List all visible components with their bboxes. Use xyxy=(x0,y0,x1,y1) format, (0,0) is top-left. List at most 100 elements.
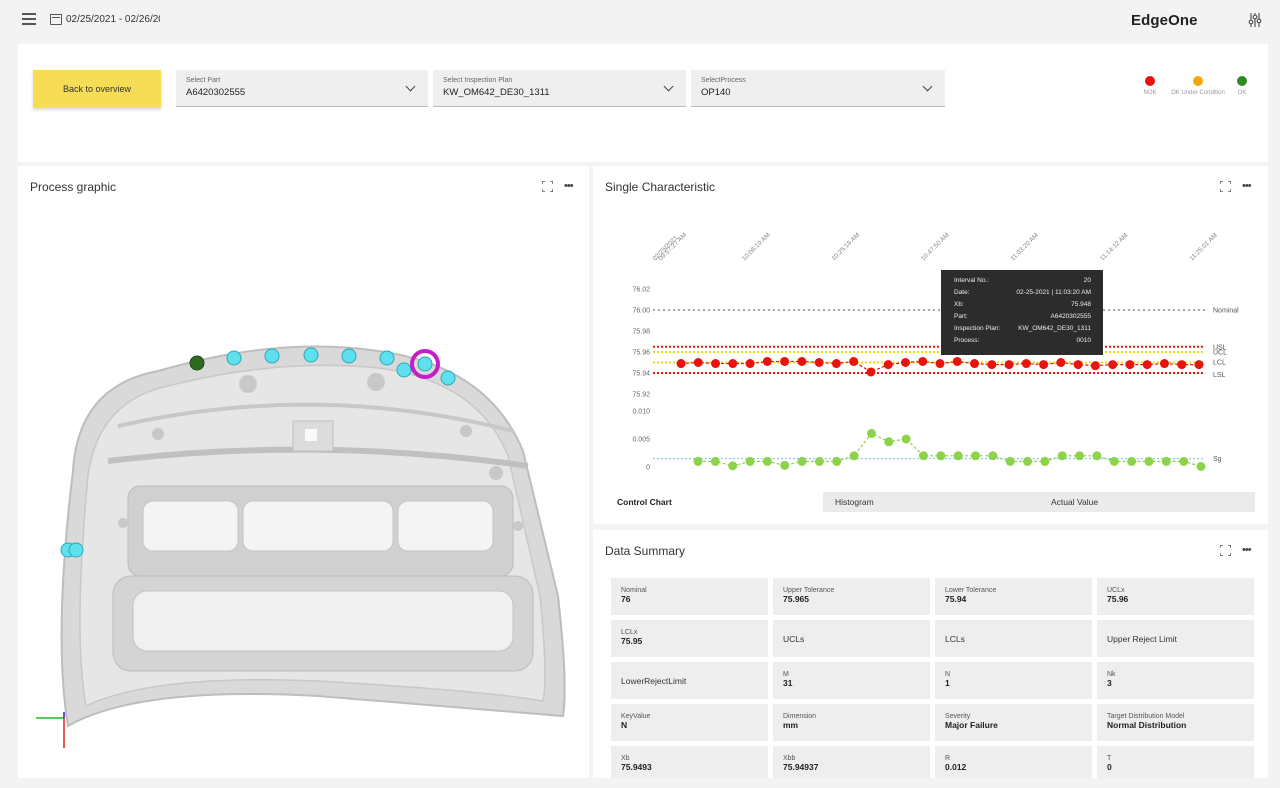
summary-cell: Dimension mm xyxy=(773,704,930,741)
tooltip-row: Inspection Plan: KW_OM642_DE30_1311 xyxy=(954,325,1091,337)
s-data-point xyxy=(884,437,894,447)
x-tick-label: 10:47:50 AM xyxy=(920,232,951,263)
s-data-point xyxy=(918,451,928,461)
xbar-data-point xyxy=(831,359,841,369)
summary-value: 75.965 xyxy=(783,594,809,604)
select-part-label: Select Part xyxy=(186,77,221,84)
data-summary-card: Data Summary ••• Nominal 76 Upper Toleranc… xyxy=(593,530,1268,778)
expand-icon[interactable] xyxy=(1220,545,1231,556)
summary-key: Upper Reject Limit xyxy=(1107,634,1177,644)
summary-cell: Xb 75.9493 xyxy=(611,746,768,778)
measure-point[interactable] xyxy=(303,347,319,363)
summary-cell: M 31 xyxy=(773,662,930,699)
menu-icon[interactable] xyxy=(22,13,36,25)
measure-point[interactable] xyxy=(68,542,84,558)
x-tick-label: 11:03:20 AM xyxy=(1009,232,1039,262)
summary-cell: R 0.012 xyxy=(935,746,1092,778)
summary-key: UCLx xyxy=(1107,587,1125,594)
settings-sliders-icon[interactable] xyxy=(1248,12,1262,28)
legend-label: NOK xyxy=(1143,90,1157,96)
xbar-data-point xyxy=(918,356,928,366)
summary-key: Dimension xyxy=(783,713,817,720)
tooltip-value: 75.948 xyxy=(1071,301,1091,308)
summary-key: T xyxy=(1107,755,1112,762)
summary-key: KeyValue xyxy=(621,713,651,720)
s-data-point xyxy=(832,456,842,466)
tooltip-key: Part: xyxy=(954,313,968,320)
measure-point[interactable] xyxy=(440,370,456,386)
summary-value: Major Failure xyxy=(945,720,998,730)
more-icon[interactable]: ••• xyxy=(564,180,574,192)
selected-measure-point[interactable] xyxy=(410,349,440,379)
chevron-down-icon xyxy=(405,81,416,92)
y-tick-label: 0.005 xyxy=(632,437,650,444)
date-range[interactable]: 02/25/2021 - 02/26/202 xyxy=(66,14,160,25)
select-part-dropdown[interactable]: Select Part A6420302555 xyxy=(176,70,428,107)
summary-value: 76 xyxy=(621,594,631,604)
xbar-data-point xyxy=(728,359,738,369)
s-data-point xyxy=(1109,456,1119,466)
summary-cell: UCLx 75.96 xyxy=(1097,578,1254,615)
tooltip-row: Part: A6420302555 xyxy=(954,313,1091,325)
tooltip-value: A6420302555 xyxy=(1050,313,1092,320)
y-tick-label: 76.00 xyxy=(632,308,650,315)
ok-dot xyxy=(1237,76,1247,86)
x-tick-label: 11:14:12 AM xyxy=(1099,232,1129,262)
reference-line-label: USL xyxy=(1213,344,1227,351)
summary-value: 0 xyxy=(1107,762,1112,772)
summary-value: mm xyxy=(783,720,799,730)
summary-cell: Nk 3 xyxy=(1097,662,1254,699)
summary-key: Xbb xyxy=(783,755,796,762)
summary-cell: Xbb 75.94937 xyxy=(773,746,930,778)
measure-point[interactable] xyxy=(341,348,357,364)
tooltip-key: Interval No.: xyxy=(954,277,990,284)
y-tick-label: 0.010 xyxy=(632,409,650,416)
s-data-point xyxy=(1023,456,1033,466)
summary-value: N xyxy=(621,720,628,730)
tab-control-chart[interactable]: Control Chart xyxy=(605,492,823,512)
summary-key: R xyxy=(945,755,951,762)
summary-value: 1 xyxy=(945,678,950,688)
s-data-point xyxy=(1144,456,1154,466)
s-data-point xyxy=(797,456,807,466)
tooltip-value: 02-25-2021 | 11:03:20 AM xyxy=(1016,289,1091,296)
legend-ok: OK xyxy=(1234,76,1250,96)
s-data-point xyxy=(849,451,859,461)
y-tick-label: 0 xyxy=(646,465,650,472)
s-data-point xyxy=(936,451,946,461)
s-data-point xyxy=(866,428,876,438)
legend-label: OK Under Condition xyxy=(1171,90,1225,96)
measure-point[interactable] xyxy=(396,362,412,378)
s-data-point xyxy=(1161,456,1171,466)
xbar-data-point xyxy=(935,359,945,369)
xbar-data-point xyxy=(676,359,686,369)
select-process-dropdown[interactable]: SelectProcess OP140 xyxy=(691,70,945,107)
x-tick-label: 10:25:18 AM xyxy=(830,232,861,263)
reference-line-label: UCL xyxy=(1213,350,1227,357)
s-data-point xyxy=(1005,456,1015,466)
select-inspection-plan-dropdown[interactable]: Select Inspection Plan KW_OM642_DE30_131… xyxy=(433,70,686,107)
summary-cell: Target Distribution Model Normal Distribu… xyxy=(1097,704,1254,741)
tab-histogram[interactable]: Histogram xyxy=(823,492,1039,512)
tooltip-row: Interval No.: 20 xyxy=(954,277,1091,289)
summary-key: LowerRejectLimit xyxy=(621,676,687,686)
measure-point[interactable] xyxy=(379,350,395,366)
measure-point[interactable] xyxy=(264,348,280,364)
summary-cell: LowerRejectLimit xyxy=(611,662,768,699)
s-data-point xyxy=(710,456,720,466)
more-icon[interactable]: ••• xyxy=(1242,544,1252,556)
measure-point-ok[interactable] xyxy=(189,355,205,371)
select-plan-value: KW_OM642_DE30_1311 xyxy=(443,87,550,98)
summary-grid: Nominal 76 Upper Tolerance 75.965 Lower Tole… xyxy=(611,578,1255,778)
x-tick-label: 10:06:19 AM xyxy=(741,232,772,263)
measure-point[interactable] xyxy=(226,350,242,366)
xbar-data-point xyxy=(970,359,980,369)
calendar-icon[interactable] xyxy=(50,14,62,25)
measure-point[interactable] xyxy=(417,356,433,372)
tab-actual-value[interactable]: Actual Value xyxy=(1039,492,1255,512)
more-icon[interactable]: ••• xyxy=(1242,180,1252,192)
back-to-overview-button[interactable]: Back to overview xyxy=(33,70,161,108)
summary-value: Normal Distribution xyxy=(1107,720,1187,730)
s-data-point xyxy=(814,456,824,466)
summary-key: UCLs xyxy=(783,634,805,644)
